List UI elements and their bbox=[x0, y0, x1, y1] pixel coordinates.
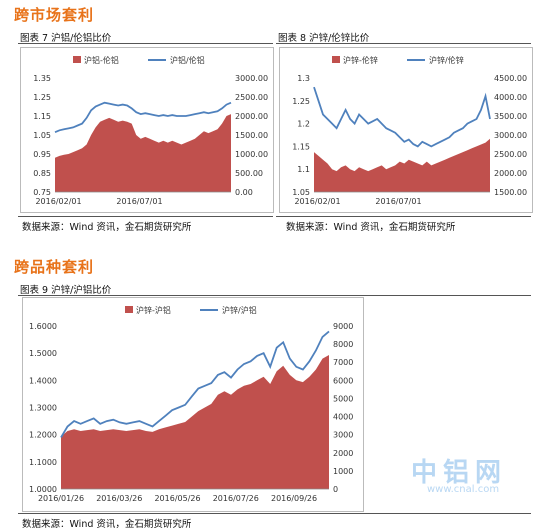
y-right-tick-label: 7000 bbox=[333, 358, 353, 367]
watermark-text: 中铝网 bbox=[411, 458, 508, 488]
y-left-tick-label: 1.25 bbox=[33, 93, 51, 102]
y-left-tick-label: 1.05 bbox=[33, 131, 51, 140]
y-left-tick-label: 0.95 bbox=[33, 150, 51, 159]
y-right-tick-label: 1500.00 bbox=[235, 131, 268, 140]
divider bbox=[276, 216, 531, 217]
y-left-tick-label: 1.4000 bbox=[29, 376, 57, 385]
y-left-tick-label: 1.3000 bbox=[29, 404, 57, 413]
chart-legend: 沪铝-伦铝 沪铝/伦铝 bbox=[73, 55, 205, 65]
chart-legend: 沪锌-伦锌 沪锌/伦锌 bbox=[332, 55, 464, 65]
y-left-tick-label: 1.05 bbox=[292, 188, 310, 197]
series-area-沪锌-沪铝 bbox=[61, 355, 329, 489]
y-left-tick-label: 1.15 bbox=[33, 112, 51, 121]
y-right-tick-label: 4000 bbox=[333, 413, 353, 422]
y-left-tick-label: 1.1000 bbox=[29, 458, 57, 467]
y-right-tick-label: 9000 bbox=[333, 322, 353, 331]
y-right-tick-label: 0 bbox=[333, 485, 338, 494]
y-left-tick-label: 1.6000 bbox=[29, 322, 57, 331]
y-right-tick-label: 2500.00 bbox=[494, 150, 527, 159]
figure-9-caption: 图表 9 沪锌/沪铝比价 bbox=[20, 285, 112, 296]
chart-fig9: 沪锌-沪铝 沪锌/沪铝 1.0000 1.1000 1.2000 1.3000 1.4000… bbox=[29, 305, 353, 503]
y-right-tick-label: 8000 bbox=[333, 340, 353, 349]
legend-label-line: 沪铝/伦铝 bbox=[170, 55, 205, 65]
y-left-tick-label: 1.15 bbox=[292, 142, 310, 151]
y-left-tick-label: 1.5000 bbox=[29, 349, 57, 358]
figure-8-caption: 图表 8 沪锌/伦锌比价 bbox=[278, 33, 370, 44]
y-right-tick-label: 500.00 bbox=[235, 169, 263, 178]
x-tick-label: 2016/07/01 bbox=[375, 197, 421, 206]
chart-panel-fig8: 沪锌-伦锌 沪锌/伦锌 1.05 1.1 1.15 1.2 1.25 1.3 1500.00 20… bbox=[279, 47, 533, 213]
y-right-tick-label: 4000.00 bbox=[494, 93, 527, 102]
x-tick-label: 2016/07/26 bbox=[213, 494, 259, 503]
legend-swatch-bar bbox=[125, 306, 133, 313]
source-note: 数据来源：Wind 资讯，金石期货研究所 bbox=[286, 222, 456, 233]
divider bbox=[276, 43, 531, 44]
x-tick-label: 2016/02/01 bbox=[35, 197, 81, 206]
y-right-tick-label: 2000 bbox=[333, 449, 353, 458]
figure-7-caption: 图表 7 沪铝/伦铝比价 bbox=[20, 33, 112, 44]
y-right-tick-label: 3500.00 bbox=[494, 112, 527, 121]
legend-label-bar: 沪锌-沪铝 bbox=[136, 305, 171, 315]
x-tick-label: 2016/05/26 bbox=[154, 494, 200, 503]
chart-panel-fig9: 沪锌-沪铝 沪锌/沪铝 1.0000 1.1000 1.2000 1.3000 1.4000… bbox=[22, 297, 364, 512]
series-area-沪铝-伦铝 bbox=[55, 114, 231, 192]
divider bbox=[18, 216, 273, 217]
y-right-tick-label: 3000 bbox=[333, 431, 353, 440]
section-title-cross-market: 跨市场套利 bbox=[14, 6, 95, 24]
watermark-url: www.cnal.com bbox=[427, 484, 500, 495]
y-right-tick-label: 1000.00 bbox=[235, 150, 268, 159]
x-tick-label: 2016/02/01 bbox=[294, 197, 340, 206]
divider bbox=[18, 295, 531, 296]
y-right-tick-label: 1000 bbox=[333, 467, 353, 476]
x-tick-label: 2016/09/26 bbox=[271, 494, 317, 503]
series-line-沪锌/伦锌 bbox=[313, 86, 491, 148]
series-line-沪铝/伦铝 bbox=[54, 101, 232, 134]
y-right-tick-label: 3000.00 bbox=[494, 131, 527, 140]
chart-panel-fig7: 沪铝-伦铝 沪铝/伦铝 0.75 0.85 0.95 1.05 1.15 1.25 1.35 0.… bbox=[20, 47, 274, 213]
y-left-tick-label: 1.2000 bbox=[29, 431, 57, 440]
chart-fig8: 沪锌-伦锌 沪锌/伦锌 1.05 1.1 1.15 1.2 1.25 1.3 1500.00 20… bbox=[292, 55, 527, 206]
y-left-tick-label: 1.0000 bbox=[29, 485, 57, 494]
x-tick-label: 2016/03/26 bbox=[96, 494, 142, 503]
series-line-沪锌/沪铝 bbox=[60, 330, 330, 438]
y-left-tick-label: 1.35 bbox=[33, 74, 51, 83]
y-left-tick-label: 1.25 bbox=[292, 97, 310, 106]
y-left-tick-label: 1.2 bbox=[297, 120, 310, 129]
legend-swatch-bar bbox=[332, 56, 340, 63]
legend-label-bar: 沪锌-伦锌 bbox=[343, 55, 378, 65]
chart-fig7: 沪铝-伦铝 沪铝/伦铝 0.75 0.85 0.95 1.05 1.15 1.25 1.35 0.… bbox=[33, 55, 268, 206]
y-right-tick-label: 2000.00 bbox=[235, 112, 268, 121]
legend-label-bar: 沪铝-伦铝 bbox=[84, 55, 119, 65]
y-right-tick-label: 0.00 bbox=[235, 188, 253, 197]
y-left-tick-label: 0.75 bbox=[33, 188, 51, 197]
x-tick-label: 2016/07/01 bbox=[116, 197, 162, 206]
source-note: 数据来源：Wind 资讯，金石期货研究所 bbox=[22, 519, 192, 530]
y-right-tick-label: 4500.00 bbox=[494, 74, 527, 83]
y-right-tick-label: 1500.00 bbox=[494, 188, 527, 197]
legend-label-line: 沪锌/沪铝 bbox=[222, 305, 257, 315]
divider bbox=[18, 513, 531, 514]
section-title-cross-variety: 跨品种套利 bbox=[14, 258, 95, 276]
watermark-logo: 中铝网 www.cnal.com bbox=[405, 452, 535, 497]
chart-legend: 沪锌-沪铝 沪锌/沪铝 bbox=[125, 305, 257, 315]
y-right-tick-label: 2000.00 bbox=[494, 169, 527, 178]
divider bbox=[18, 43, 273, 44]
series-area-沪锌-伦锌 bbox=[314, 138, 490, 192]
legend-swatch-bar bbox=[73, 56, 81, 63]
y-right-tick-label: 3000.00 bbox=[235, 74, 268, 83]
source-note: 数据来源：Wind 资讯，金石期货研究所 bbox=[22, 222, 192, 233]
y-right-tick-label: 6000 bbox=[333, 376, 353, 385]
x-tick-label: 2016/01/26 bbox=[38, 494, 84, 503]
y-left-tick-label: 1.1 bbox=[297, 165, 310, 174]
y-left-tick-label: 1.3 bbox=[297, 74, 310, 83]
y-right-tick-label: 5000 bbox=[333, 394, 353, 403]
legend-label-line: 沪锌/伦锌 bbox=[429, 55, 464, 65]
y-right-tick-label: 2500.00 bbox=[235, 93, 268, 102]
y-left-tick-label: 0.85 bbox=[33, 169, 51, 178]
